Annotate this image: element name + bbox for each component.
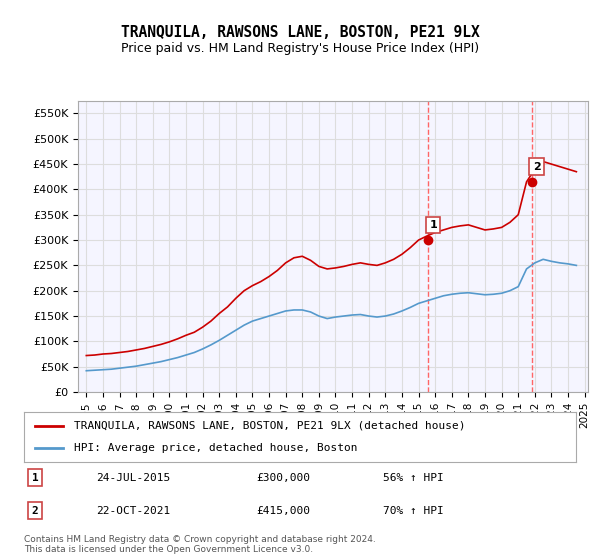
Text: 24-JUL-2015: 24-JUL-2015: [96, 473, 170, 483]
Text: 56% ↑ HPI: 56% ↑ HPI: [383, 473, 443, 483]
Text: HPI: Average price, detached house, Boston: HPI: Average price, detached house, Bost…: [74, 443, 357, 453]
Text: 1: 1: [429, 220, 437, 230]
Text: 22-OCT-2021: 22-OCT-2021: [96, 506, 170, 516]
Text: TRANQUILA, RAWSONS LANE, BOSTON, PE21 9LX: TRANQUILA, RAWSONS LANE, BOSTON, PE21 9L…: [121, 25, 479, 40]
Text: £300,000: £300,000: [256, 473, 310, 483]
Text: 70% ↑ HPI: 70% ↑ HPI: [383, 506, 443, 516]
Text: 2: 2: [32, 506, 38, 516]
Text: £415,000: £415,000: [256, 506, 310, 516]
Text: TRANQUILA, RAWSONS LANE, BOSTON, PE21 9LX (detached house): TRANQUILA, RAWSONS LANE, BOSTON, PE21 9L…: [74, 421, 465, 431]
Text: 1: 1: [32, 473, 38, 483]
Text: 2: 2: [533, 162, 541, 171]
Text: Price paid vs. HM Land Registry's House Price Index (HPI): Price paid vs. HM Land Registry's House …: [121, 42, 479, 55]
Text: Contains HM Land Registry data © Crown copyright and database right 2024.
This d: Contains HM Land Registry data © Crown c…: [24, 535, 376, 554]
